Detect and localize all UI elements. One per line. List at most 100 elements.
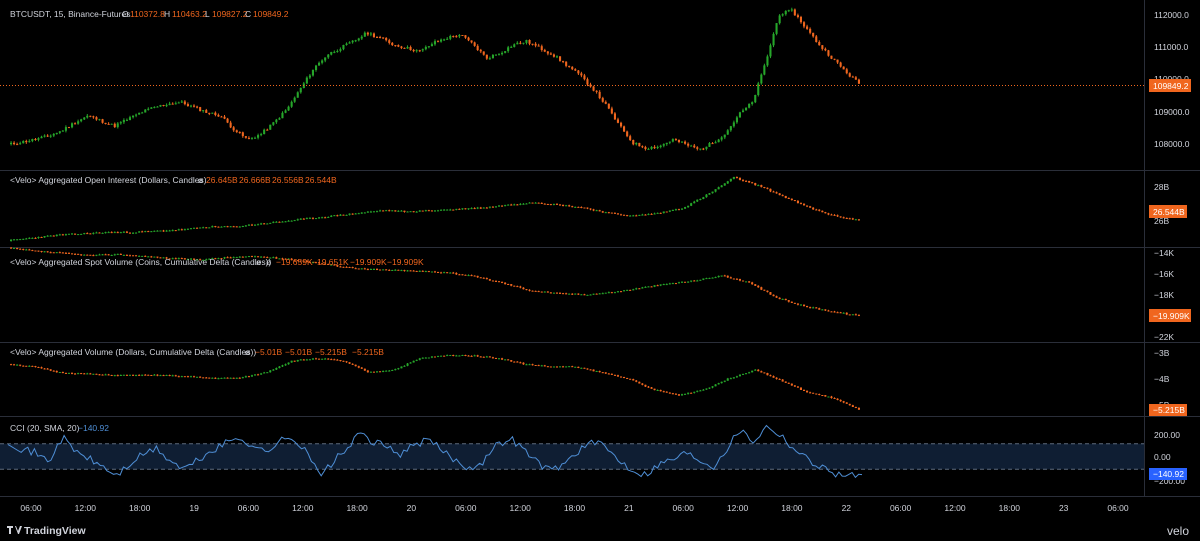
oi-candle	[80, 233, 83, 235]
volume-candle	[494, 358, 497, 359]
spot-candle	[738, 279, 741, 281]
price-candle	[354, 40, 357, 42]
volume-candle	[409, 362, 412, 364]
oi-candle	[723, 183, 726, 186]
spot-null-symbol-2: ø	[266, 257, 271, 267]
oi-candle	[784, 196, 787, 198]
time-axis[interactable]: 06:00 12:00 18:00 19 06:00 12:00 18:00 20 06:00 1…	[20, 503, 1129, 513]
spot-candle	[232, 257, 235, 259]
price-candle	[315, 65, 318, 70]
oi-candle	[290, 220, 293, 222]
volume-candle	[46, 368, 49, 370]
volume-candle	[77, 373, 80, 375]
spot-candle	[205, 259, 208, 261]
volume-candle	[342, 360, 345, 362]
price-candle	[238, 132, 241, 133]
price-candle	[501, 52, 504, 55]
volume-candle	[799, 387, 802, 390]
cci-pane[interactable]	[0, 424, 1144, 479]
volume-candle	[732, 377, 735, 379]
spot-candle	[491, 280, 494, 282]
tradingview-logo[interactable]: TradingView	[7, 525, 86, 537]
price-candle	[525, 40, 528, 43]
oi-candle	[132, 232, 135, 234]
spot-candle	[623, 290, 626, 292]
price-candle	[729, 126, 732, 131]
spot-candle	[211, 258, 214, 260]
spot-candle	[742, 280, 745, 282]
price-candle	[193, 105, 196, 107]
oi-candle	[488, 206, 491, 208]
cci-axis[interactable]: 200.00 0.00 −200.00 −140.92	[1149, 430, 1187, 486]
oi-candle	[421, 210, 424, 212]
oi-candle	[479, 207, 482, 209]
oi-candle	[113, 232, 116, 234]
price-candle	[46, 135, 49, 137]
oi-candle	[571, 206, 574, 208]
spot-candle	[821, 309, 824, 311]
spot-candle	[833, 311, 836, 313]
spot-candle	[641, 287, 644, 289]
oi-candle	[311, 217, 314, 219]
price-candle	[586, 79, 589, 85]
volume-candle	[613, 374, 616, 376]
volume-candle	[479, 356, 482, 358]
price-candle	[857, 79, 860, 84]
price-candle	[638, 142, 641, 147]
volume-candle	[421, 357, 424, 359]
spot-candle	[394, 269, 397, 271]
oi-tick: 26B	[1154, 216, 1169, 226]
price-candle	[717, 139, 720, 143]
volume-candle	[357, 366, 360, 368]
volume-candle	[376, 371, 379, 373]
volume-axis[interactable]: −3B −4B −5B −5.215B	[1149, 348, 1187, 416]
spot-candle	[699, 279, 702, 281]
volume-candle	[510, 360, 513, 362]
oi-axis[interactable]: 28B 26B 26.544B	[1149, 182, 1187, 226]
price-candle	[580, 73, 583, 76]
oi-candle	[857, 219, 860, 221]
price-candle	[790, 9, 793, 11]
spot-candle	[174, 258, 177, 260]
price-axis[interactable]: 112000.0 111000.0 110000.0 109000.0 1080…	[1149, 10, 1191, 149]
volume-candle	[443, 355, 446, 357]
oi-candle	[357, 213, 360, 215]
volume-candle	[559, 366, 562, 368]
velo-brand[interactable]: velo	[1167, 524, 1189, 538]
price-candle	[263, 129, 266, 135]
price-candle	[144, 109, 147, 113]
price-candle	[205, 110, 208, 113]
price-candle	[278, 118, 281, 120]
oi-candle	[366, 211, 369, 213]
cci-title[interactable]: CCI (20, SMA, 20)	[10, 423, 80, 433]
oi-title[interactable]: <Velo> Aggregated Open Interest (Dollars…	[10, 175, 207, 185]
spot-candle	[144, 255, 147, 257]
spot-candle	[827, 310, 830, 312]
open-interest-candles[interactable]	[10, 176, 860, 242]
volume-candle	[67, 372, 70, 374]
oi-candle	[751, 182, 754, 184]
price-candle	[403, 47, 406, 49]
spot-candle	[128, 255, 131, 257]
spot-axis[interactable]: −14K −16K −18K −22K −19.909K	[1149, 248, 1191, 342]
oi-candle	[22, 238, 25, 240]
volume-candle	[485, 356, 488, 358]
price-candles[interactable]	[10, 7, 860, 151]
spot-candle	[25, 249, 28, 251]
oi-candle	[839, 216, 842, 218]
price-candle	[796, 15, 799, 17]
volume-candle	[321, 358, 324, 360]
spot-title[interactable]: <Velo> Aggregated Spot Volume (Coins, Cu…	[10, 257, 271, 267]
price-candle	[58, 131, 61, 133]
oi-candle	[574, 206, 577, 208]
price-candle	[330, 52, 333, 55]
time-tick: 06:00	[673, 503, 695, 513]
symbol-legend[interactable]: BTCUSDT, 15, Binance-Futures	[10, 9, 130, 19]
oi-candle	[141, 231, 144, 233]
spot-candle	[308, 261, 311, 263]
spot-cvd-candles[interactable]	[10, 247, 860, 317]
volume-cvd-candles[interactable]	[10, 354, 860, 410]
volume-title[interactable]: <Velo> Aggregated Volume (Dollars, Cumul…	[10, 347, 256, 357]
oi-candle	[208, 227, 211, 229]
